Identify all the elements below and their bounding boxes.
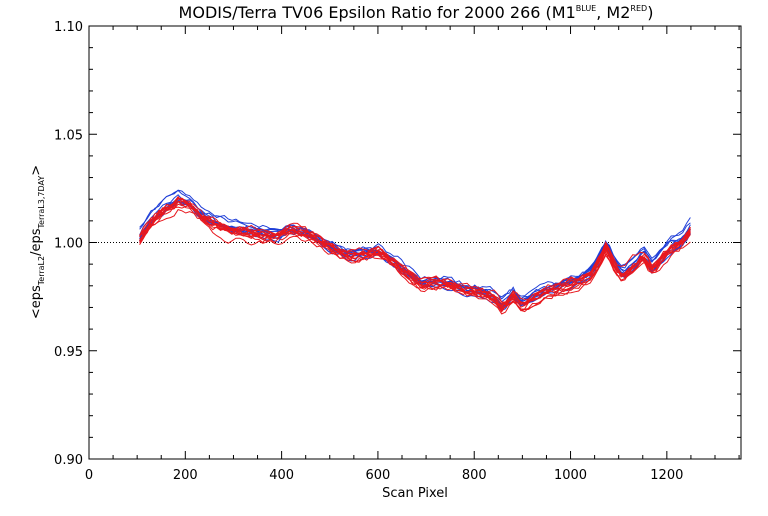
y-label-b: /eps [29, 228, 44, 256]
x-axis: 0 200 400 600 800 1000 1200 [85, 26, 740, 483]
y-label-a: <eps [29, 285, 44, 319]
plot-area: 0 200 400 600 800 1000 1200 0.90 0.95 1.00 1.05 1.… [54, 20, 742, 483]
y-label-b-sub: TerraL3,7DAY [37, 176, 46, 230]
x-tick-label-5: 1000 [554, 468, 587, 483]
y-tick-label-0: 0.90 [54, 453, 83, 468]
series-group [139, 189, 691, 315]
x-tick-label-1: 200 [173, 468, 198, 483]
x-tick-label-6: 1200 [650, 468, 683, 483]
series-line-20 [139, 198, 691, 309]
series-line-21 [139, 204, 691, 315]
x-tick-label-0: 0 [85, 468, 93, 483]
y-label-c: > [29, 165, 44, 176]
y-tick-label-1: 0.95 [54, 345, 83, 360]
y-label-a-sub: TerraL2 [37, 256, 46, 286]
chart-title-m1-sup: BLUE [576, 4, 596, 13]
series-line-7 [139, 194, 691, 300]
y-tick-label-2: 1.00 [54, 237, 83, 252]
series-line-17 [139, 197, 691, 311]
y-axis-label: <epsTerraL2/epsTerraL3,7DAY> [29, 165, 46, 319]
x-tick-label-2: 400 [269, 468, 294, 483]
x-tick-label-3: 600 [366, 468, 391, 483]
chart-title-main: MODIS/Terra TV06 Epsilon Ratio for 2000 … [179, 3, 576, 22]
y-tick-label-3: 1.05 [54, 128, 83, 143]
chart-title-m2-sup: RED [630, 4, 647, 13]
x-tick-label-4: 800 [462, 468, 487, 483]
chart-title-end: ) [647, 3, 653, 22]
chart-title: MODIS/Terra TV06 Epsilon Ratio for 2000 … [179, 3, 654, 22]
y-tick-label-4: 1.10 [54, 20, 83, 35]
plot-frame [88, 25, 742, 460]
y-axis: 0.90 0.95 1.00 1.05 1.10 [54, 20, 741, 468]
x-axis-label: Scan Pixel [382, 486, 448, 501]
chart-title-mid: , M2 [596, 3, 630, 22]
